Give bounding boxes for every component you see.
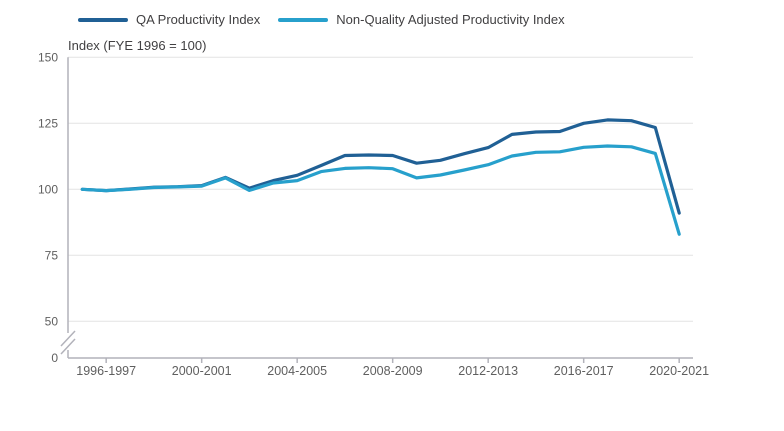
x-tick-label: 2016-2017 [554, 364, 614, 378]
nqa-line-swatch-icon [278, 17, 329, 22]
chart-legend: QA Productivity Index Non-Quality Adjust… [78, 12, 565, 27]
y-axis-title: Index (FYE 1996 = 100) [68, 38, 207, 53]
y-tick-label: 100 [38, 182, 58, 196]
y-tick-label: 150 [38, 50, 58, 64]
x-tick-label: 2012-2013 [458, 364, 518, 378]
x-tick-label: 2020-2021 [649, 364, 709, 378]
legend-item-qa[interactable]: QA Productivity Index [78, 12, 260, 27]
x-tick-label: 2004-2005 [267, 364, 327, 378]
non-qa-productivity-line [80, 144, 681, 236]
x-tick-label: 1996-1997 [76, 364, 136, 378]
y-tick-label: 0 [51, 351, 58, 365]
legend-item-nqa[interactable]: Non-Quality Adjusted Productivity Index [278, 12, 565, 27]
qa-productivity-line [80, 118, 681, 215]
y-tick-label: 125 [38, 116, 58, 130]
x-tick-label: 2008-2009 [363, 364, 423, 378]
qa-line-swatch-icon [78, 17, 128, 22]
legend-label-qa: QA Productivity Index [136, 12, 261, 27]
y-tick-label: 75 [45, 248, 59, 262]
x-tick-label: 2000-2001 [172, 364, 232, 378]
y-tick-label: 50 [45, 314, 59, 328]
axis-break-icon [60, 330, 76, 347]
legend-label-nqa: Non-Quality Adjusted Productivity Index [336, 12, 565, 27]
axis-break-icon [60, 338, 76, 355]
